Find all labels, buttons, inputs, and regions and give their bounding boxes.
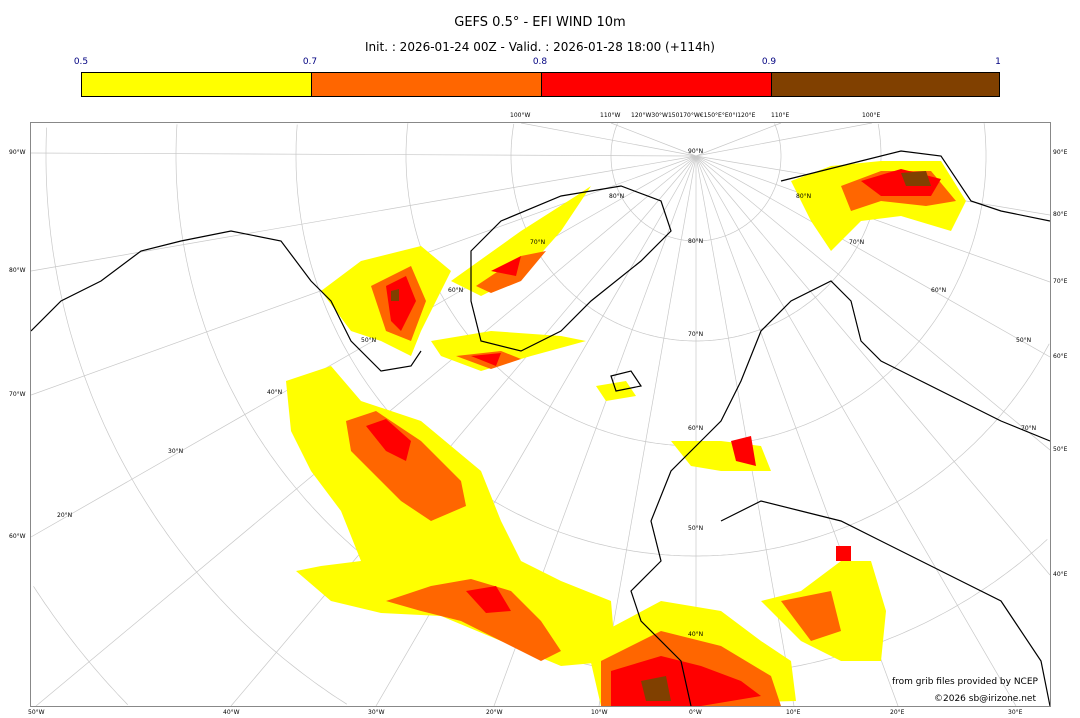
lon-label: 70°E [1053,278,1068,285]
colorbar-tick: 0.5 [73,57,89,67]
lat-label: 80°N [688,238,704,245]
lon-label: 50°W [28,709,45,716]
map-canvas [31,123,1050,706]
efi-brown-areas [391,171,931,701]
lat-label: 90°N [688,148,704,155]
lon-label: 40°E [1053,571,1068,578]
lon-label: 100°E [862,112,881,119]
latitude-circle [774,123,782,156]
latitude-circle [45,127,347,705]
colorbar-bin-brown [772,73,999,96]
lat-label: 50°N [361,337,377,344]
lon-label: 80°E [1053,211,1068,218]
colorbar-bin-orange [312,73,542,96]
lon-label: 110°E [771,112,790,119]
lat-label: 60°N [448,287,464,294]
colorbar-tick: 1 [995,57,1001,67]
lon-label: 40°W [223,709,240,716]
lat-label: 40°N [688,631,704,638]
lon-label: 60°E [1053,353,1068,360]
lat-label: 50°N [688,525,704,532]
lon-label: 90°E [1053,149,1068,156]
lat-label: 70°N [1021,425,1037,432]
latitude-circle [295,124,1050,557]
lon-label: 30°E [1008,709,1023,716]
lat-label: 70°N [688,331,704,338]
latitude-circle [510,123,882,342]
lon-label: 60°W [9,533,26,540]
latitude-circle [610,123,782,242]
lat-label: 50°N [1016,337,1032,344]
data-source-credit: from grib files provided by NCEP [892,677,1038,687]
map-panel: 90°N 80°N 70°N 60°N 50°N 40°N 80°N 70°N … [30,122,1051,707]
lat-label: 30°N [168,448,184,455]
latitude-circle [983,123,987,156]
lon-label: 110°W [600,112,621,119]
lon-label: 0°W [689,709,702,716]
lat-label: 80°N [609,193,625,200]
lon-label: 80°W [9,267,26,274]
lat-label: 60°N [931,287,947,294]
lon-label: 50°E [1053,446,1068,453]
lat-label: 70°N [849,239,865,246]
lat-label: 80°N [796,193,812,200]
lon-label: 100°W [510,112,531,119]
colorbar [81,72,1000,97]
lat-label: 40°N [267,389,283,396]
lon-label: 20°E [890,709,905,716]
lon-label: 30°W [368,709,385,716]
lon-label: 10°E [786,709,801,716]
coastlines [31,150,1050,706]
lon-label: 10°W [591,709,608,716]
latitude-circle [33,586,128,706]
copyright-credit: ©2026 sb@irizone.net [934,694,1036,704]
lat-label: 20°N [57,512,73,519]
lat-label: 70°N [530,239,546,246]
lon-label: 20°W [486,709,503,716]
lon-label: 70°W [9,391,26,398]
colorbar-tick: 0.7 [302,57,318,67]
colorbar-bin-red [542,73,772,96]
colorbar-bin-yellow [82,73,312,96]
lat-label: 60°N [688,425,704,432]
colorbar-tick: 0.9 [761,57,777,67]
chart-title: GEFS 0.5° - EFI WIND 10m [454,15,626,30]
lon-label: 90°W [9,149,26,156]
lon-label: 120°W30°W150170°W€150°E°E0°I120°E [631,112,756,119]
latitude-circle [877,123,882,156]
colorbar-tick: 0.8 [532,57,548,67]
chart-subtitle: Init. : 2026-01-24 00Z - Valid. : 2026-0… [365,40,715,54]
